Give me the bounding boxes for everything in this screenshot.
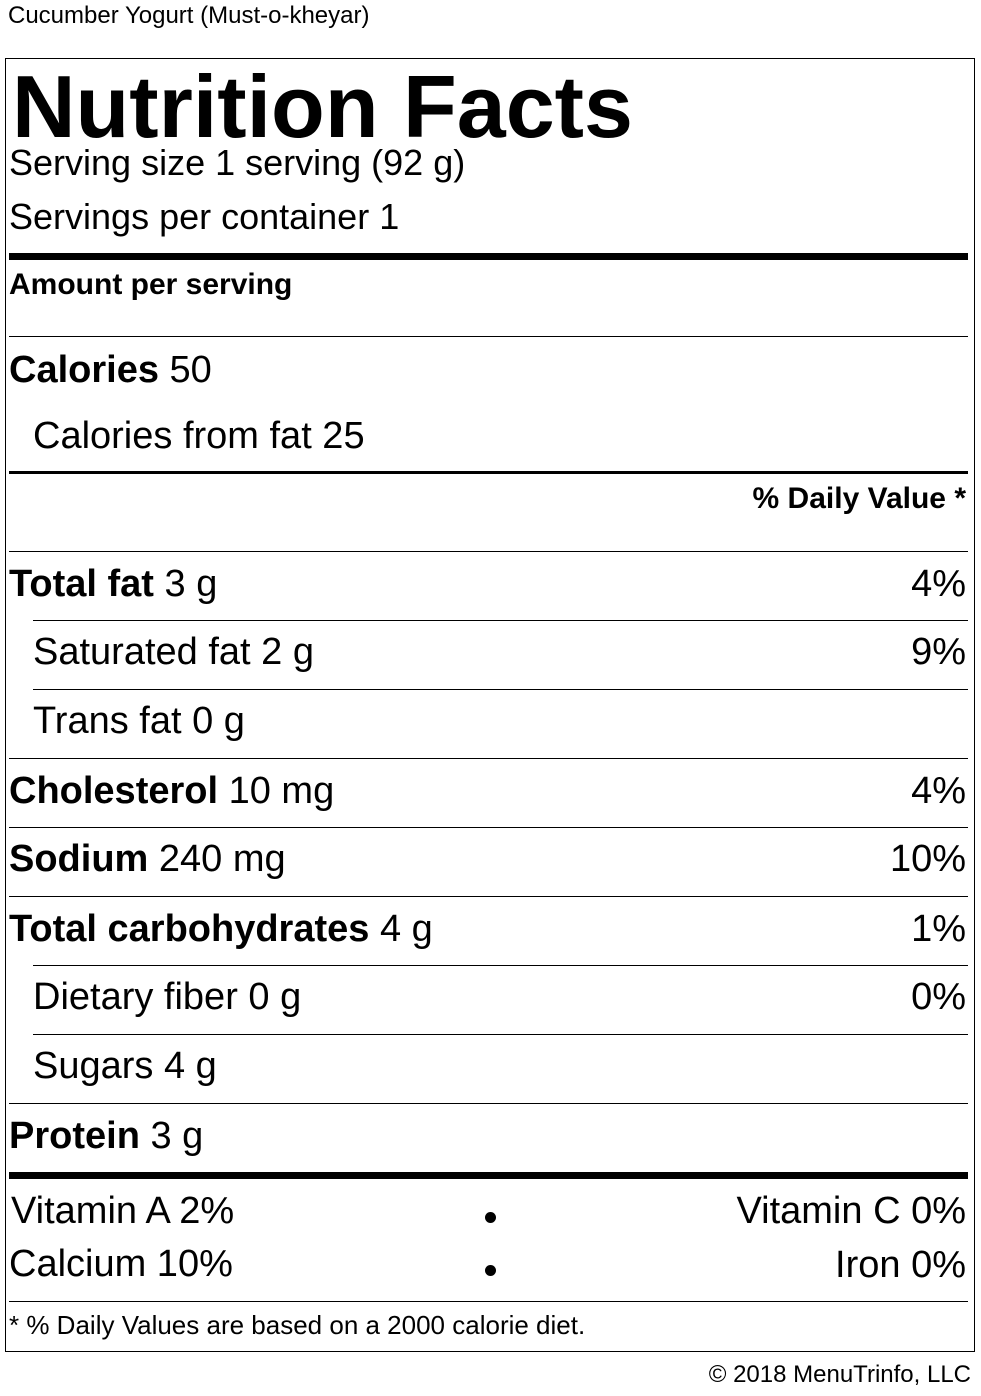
serving-size: Serving size 1 serving (92 g) [9,142,466,183]
servings-per-container: Servings per container 1 [9,196,400,237]
nutrient-name: Protein [9,1115,140,1157]
nutrient-dv: 0% [911,976,966,1018]
divider [9,758,968,759]
nutrient-amount: 10 mg [228,770,335,812]
nutrient-dv: 9% [911,631,966,673]
vitamin-c: Vitamin C 0% [736,1190,966,1232]
divider [9,827,968,828]
divider [33,689,968,690]
calories-from-fat: Calories from fat 25 [33,415,365,457]
nutrient-name: Sodium [9,838,149,880]
copyright: © 2018 MenuTrinfo, LLC [708,1361,971,1388]
divider [9,1103,968,1104]
divider [9,336,968,337]
nutrient-amount: 4 g [379,908,433,950]
calories-label: Calories [9,349,159,391]
nutrient-dv: 1% [911,908,966,950]
nutrient-name: Saturated fat [33,631,251,673]
label-title: Nutrition Facts [12,57,633,156]
nutrient-name: Total fat [9,563,154,605]
nutrient-row-trans-fat: Trans fat 0 g [33,699,245,743]
nutrient-row-saturated-fat: Saturated fat 2 g [33,630,314,674]
nutrient-row-total-fat: Total fat 3 g [9,562,217,606]
divider [9,1301,968,1302]
divider [9,551,968,552]
divider [33,620,968,621]
nutrient-amount: 0 g [192,700,245,742]
nutrient-amount: 2 g [261,631,314,673]
nutrient-row-total-carbohydrates: Total carbohydrates 4 g [9,907,433,951]
nutrient-row-cholesterol: Cholesterol 10 mg [9,769,334,813]
nutrient-dv: 4% [911,563,966,605]
calcium: Calcium 10% [9,1243,233,1285]
nutrient-amount: 3 g [164,563,218,605]
nutrient-amount: 4 g [163,1045,217,1087]
nutrient-name: Trans fat [33,700,182,742]
nutrient-dv: 10% [889,838,966,880]
amount-per-serving: Amount per serving [9,268,293,301]
nutrient-name: Cholesterol [9,770,219,812]
nutrient-amount: 240 mg [158,838,286,880]
nutrient-amount: 0 g [248,976,302,1018]
nutrient-name: Sugars [33,1045,154,1087]
bullet-icon [485,1212,496,1223]
nutrient-row-dietary-fiber: Dietary fiber 0 g [33,975,301,1019]
nutrient-name: Dietary fiber [33,976,238,1018]
nutrient-name: Total carbohydrates [9,908,370,950]
nutrition-label: Nutrition Facts Serving size 1 serving (… [5,58,975,1352]
divider [33,965,968,966]
footnote: * % Daily Values are based on a 2000 cal… [9,1310,586,1340]
nutrient-row-sodium: Sodium 240 mg [9,837,286,881]
divider-thick [9,253,968,260]
divider-medium [9,471,968,474]
nutrient-dv: 4% [911,770,966,812]
nutrient-row-protein: Protein 3 g [9,1114,203,1158]
vitamin-a: Vitamin A 2% [11,1190,235,1232]
iron: Iron 0% [835,1244,966,1286]
calories-value: 50 [169,349,212,391]
divider [33,1034,968,1035]
divider-thick [9,1172,968,1179]
daily-value-header: % Daily Value * [752,482,966,515]
bullet-icon [485,1265,496,1276]
nutrient-amount: 3 g [150,1115,204,1157]
product-name: Cucumber Yogurt (Must-o-kheyar) [8,2,370,29]
calories-row: Calories 50 [9,348,212,392]
nutrient-row-sugars: Sugars 4 g [33,1044,217,1088]
divider [9,896,968,897]
